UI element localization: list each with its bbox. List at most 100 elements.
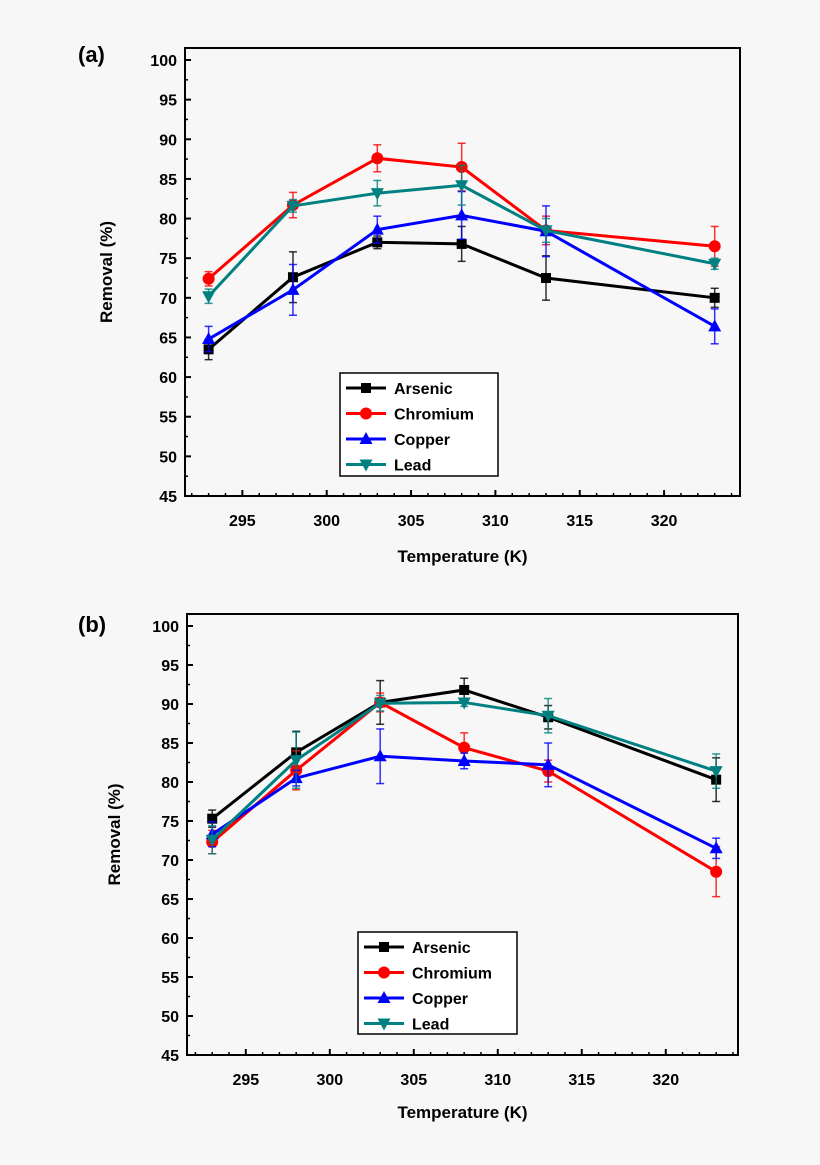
y-tick-label: 45 (161, 1048, 179, 1065)
marker-circle (710, 865, 723, 878)
marker-circle (708, 240, 721, 253)
marker-triangle-down (202, 291, 216, 304)
y-tick-label: 65 (159, 330, 177, 347)
y-tick-label: 70 (159, 291, 177, 308)
legend-label: Lead (394, 458, 431, 475)
y-tick-label: 75 (161, 814, 179, 831)
y-axis-label: Removal (%) (97, 221, 116, 323)
panel-label: (b) (78, 612, 106, 637)
legend-item-copper: Copper (346, 432, 450, 449)
series-copper (202, 190, 722, 353)
y-tick-label: 80 (161, 775, 179, 792)
y-tick-label: 50 (161, 1009, 179, 1026)
legend: Arsenic Chromium Copper Lead (339, 372, 499, 477)
x-tick-label: 320 (652, 1072, 679, 1089)
series-line (211, 700, 717, 841)
marker-circle (360, 407, 372, 420)
y-axis-label: Removal (%) (105, 783, 124, 885)
x-axis-label: Temperature (K) (397, 1103, 527, 1122)
y-tick-label: 50 (159, 449, 177, 466)
marker-circle (458, 741, 471, 754)
y-tick-label: 70 (161, 853, 179, 870)
x-tick-label: 315 (568, 1072, 595, 1089)
x-tick-label: 310 (484, 1072, 511, 1089)
marker-triangle-down (205, 834, 219, 847)
y-tick-label: 100 (150, 53, 177, 70)
series-line (211, 700, 717, 873)
marker-triangle-down (359, 459, 373, 472)
marker-square (361, 383, 371, 393)
legend-label: Arsenic (394, 381, 453, 398)
x-axis-label: Temperature (K) (397, 547, 527, 566)
series-arsenic (203, 225, 720, 361)
marker-triangle-up (373, 749, 387, 762)
series-chromium (206, 692, 723, 898)
legend-item-chromium: Chromium (364, 966, 492, 983)
marker-square (709, 292, 720, 303)
legend-item-chromium: Chromium (346, 407, 474, 424)
x-tick-label: 315 (566, 513, 593, 530)
marker-triangle-down (286, 200, 300, 213)
legend-item-arsenic: Arsenic (346, 381, 453, 398)
y-tick-label: 65 (161, 892, 179, 909)
series-lead (202, 164, 722, 305)
x-tick-label: 295 (232, 1072, 259, 1089)
marker-triangle-up (370, 222, 384, 235)
chart-a: (a) 45 50 55 60 65 70 75 80 85 90 95 100 295 300 305 310… (78, 42, 741, 566)
legend-label: Lead (412, 1017, 449, 1034)
marker-triangle-down (455, 180, 469, 193)
plot-frame (186, 613, 739, 1056)
x-tick-label: 305 (400, 1072, 427, 1089)
y-tick-label: 95 (159, 93, 177, 110)
legend-label: Copper (412, 991, 468, 1008)
legend-label: Arsenic (412, 940, 471, 957)
marker-triangle-down (709, 766, 723, 779)
series-line (207, 213, 716, 341)
marker-triangle-down (457, 697, 471, 710)
marker-triangle-down (289, 755, 303, 768)
marker-square (459, 684, 470, 695)
y-tick-label: 100 (152, 619, 179, 636)
legend-item-lead: Lead (346, 458, 431, 475)
plot-frame (184, 47, 741, 497)
legend-item-lead: Lead (364, 1017, 449, 1034)
y-tick-label: 90 (159, 132, 177, 149)
chart-b: (b) 45 50 55 60 65 70 75 80 85 90 95 100 295 300 305 310… (78, 612, 739, 1122)
marker-triangle-up (377, 991, 391, 1003)
legend-label: Copper (394, 432, 450, 449)
x-tick-label: 295 (229, 513, 256, 530)
marker-triangle-up (202, 332, 216, 345)
y-tick-label: 80 (159, 212, 177, 229)
series-line (211, 688, 717, 820)
panel-label: (a) (78, 42, 105, 67)
y-tick-label: 75 (159, 251, 177, 268)
x-tick-label: 300 (313, 513, 340, 530)
x-tick-label: 310 (482, 513, 509, 530)
marker-triangle-up (359, 432, 373, 444)
series-line (207, 183, 715, 298)
y-tick-label: 55 (161, 970, 179, 987)
series-lead (205, 694, 723, 855)
series-line (211, 754, 717, 850)
y-tick-label: 90 (161, 697, 179, 714)
x-tick-label: 320 (651, 513, 678, 530)
marker-triangle-down (370, 188, 384, 201)
series-line (207, 156, 715, 280)
x-tick-label: 300 (316, 1072, 343, 1089)
y-tick-label: 85 (159, 172, 177, 189)
marker-triangle-up (457, 753, 471, 766)
y-tick-label: 60 (159, 370, 177, 387)
marker-triangle-down (541, 710, 555, 723)
y-tick-label: 60 (161, 931, 179, 948)
legend-label: Chromium (394, 407, 474, 424)
marker-square (379, 942, 389, 952)
legend-label: Chromium (412, 966, 492, 983)
x-tick-label: 305 (398, 513, 425, 530)
marker-triangle-down (377, 1018, 391, 1031)
marker-triangle-down (539, 225, 553, 238)
y-tick-label: 55 (159, 410, 177, 427)
marker-square (456, 238, 467, 249)
marker-triangle-up (286, 282, 300, 295)
marker-square (541, 273, 552, 283)
